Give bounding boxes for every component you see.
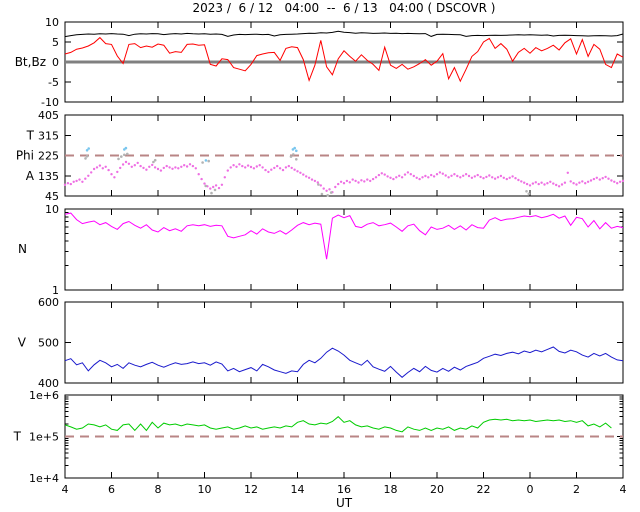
series-T bbox=[64, 416, 612, 433]
panel-border bbox=[64, 208, 624, 291]
x-tick-label: 0 bbox=[527, 483, 534, 496]
y-tick-label: 315 bbox=[38, 129, 59, 142]
y-tick-label: 135 bbox=[38, 170, 59, 183]
panel-axes bbox=[64, 301, 624, 384]
y-tick-labels: 1 10 bbox=[45, 203, 59, 297]
x-tick-label: 16 bbox=[337, 483, 351, 496]
y-tick-label: 0 bbox=[52, 56, 59, 69]
y-tick-labels: -10 -5 0 5 10 bbox=[41, 16, 59, 109]
y-tick-label: -5 bbox=[48, 76, 59, 89]
series-phi-cyan-dots bbox=[85, 146, 298, 162]
series-V bbox=[64, 346, 624, 378]
y-tick-label: 405 bbox=[38, 109, 59, 122]
panel-left-label-t: T bbox=[26, 128, 35, 142]
y-tick-label: 45 bbox=[45, 190, 59, 203]
x-tick-label: 4 bbox=[62, 483, 69, 496]
y-tick-label: 600 bbox=[38, 296, 59, 309]
y-tick-label: 1 bbox=[52, 284, 59, 297]
plot-title: 2023 / 6 / 12 04:00 -- 6 / 13 04:00 ( DS… bbox=[192, 1, 496, 15]
y-tick-label: 500 bbox=[38, 337, 59, 350]
x-tick-label: 22 bbox=[477, 483, 491, 496]
series-Bt bbox=[64, 30, 624, 38]
y-tick-label: -10 bbox=[41, 96, 59, 109]
panel-ylabel-magnetic-field: Bt,Bz bbox=[15, 55, 46, 69]
panel-border bbox=[64, 301, 624, 384]
y-tick-label: 10 bbox=[45, 203, 59, 216]
x-tick-label: 18 bbox=[384, 483, 398, 496]
panel-magnetic-field: -10 -5 0 5 10 Bt,Bz bbox=[15, 16, 624, 109]
x-axis-title: UT bbox=[335, 496, 353, 510]
y-tick-label: 1e+6 bbox=[29, 389, 59, 402]
x-tick-label: 6 bbox=[108, 483, 115, 496]
x-tick-label: 8 bbox=[155, 483, 162, 496]
x-tick-label: 20 bbox=[430, 483, 444, 496]
panel-ylabel-temperature: T bbox=[13, 430, 22, 444]
panel-left-label-a: A bbox=[26, 169, 35, 183]
y-tick-labels: 45 135 225 315 405 bbox=[38, 109, 59, 203]
x-tick-label: 10 bbox=[198, 483, 212, 496]
panel-velocity: 400 500 600 V bbox=[18, 296, 624, 390]
series-phi-gray-dots bbox=[84, 152, 531, 197]
y-tick-label: 5 bbox=[52, 36, 59, 49]
panel-left-label-phi: Phi bbox=[16, 149, 34, 163]
series-Bz bbox=[64, 36, 624, 83]
y-tick-label: 225 bbox=[38, 150, 59, 163]
panel-ylabel-density: N bbox=[18, 242, 27, 256]
y-tick-labels: 1e+4 1e+5 1e+6 bbox=[29, 389, 59, 485]
y-tick-label: 1e+4 bbox=[29, 472, 59, 485]
y-tick-label: 10 bbox=[45, 16, 59, 29]
x-tick-label: 12 bbox=[244, 483, 258, 496]
y-tick-labels: 400 500 600 bbox=[38, 296, 59, 390]
series-N bbox=[64, 212, 624, 260]
panel-axes bbox=[64, 208, 624, 291]
panel-density: 1 10 N bbox=[18, 203, 624, 297]
x-tick-label: 2 bbox=[573, 483, 580, 496]
y-tick-label: 400 bbox=[38, 377, 59, 390]
x-tick-labels: 4 6 8 10 12 14 16 18 20 22 0 2 4 bbox=[62, 483, 627, 496]
x-tick-label: 14 bbox=[291, 483, 305, 496]
y-tick-label: 1e+5 bbox=[29, 431, 59, 444]
x-tick-label: 4 bbox=[620, 483, 627, 496]
panel-ylabel-velocity: V bbox=[18, 336, 27, 350]
panel-temperature: 1e+4 1e+5 1e+6 T bbox=[13, 389, 624, 485]
series-phi-angle-dots bbox=[63, 160, 625, 194]
